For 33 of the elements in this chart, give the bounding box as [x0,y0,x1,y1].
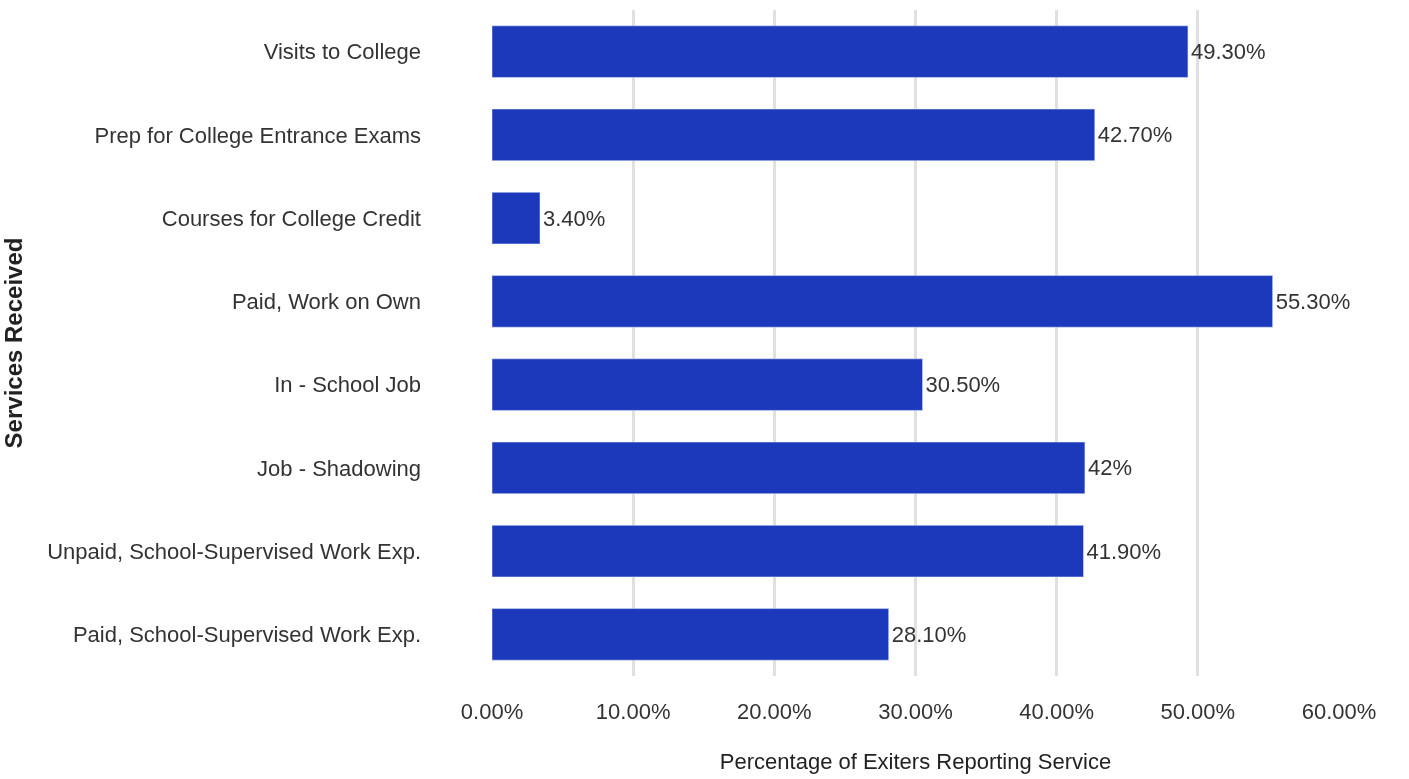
bar [492,608,889,661]
bar [492,192,541,245]
y-tick-label: Unpaid, School-Supervised Work Exp. [47,538,421,564]
x-tick-label: 60.00% [1301,699,1377,724]
data-label: 41.90% [1086,538,1162,564]
x-tick-label: 0.00% [460,699,524,724]
x-axis-title: Percentage of Exiters Reporting Service [719,748,1112,774]
y-tick-label: Prep for College Entrance Exams [94,122,421,148]
bar [492,358,923,411]
data-label: 49.30% [1190,39,1266,65]
data-label: 30.50% [925,372,1001,398]
data-label: 55.30% [1275,288,1351,314]
y-tick-label: Visits to College [263,39,421,65]
y-axis-title: Services Received [0,237,27,449]
x-tick-label: 10.00% [595,699,671,724]
y-tick-label: In - School Job [274,372,421,398]
data-label: 42.70% [1097,122,1173,148]
bar [492,108,1096,161]
x-tick-label: 50.00% [1160,699,1236,724]
y-tick-label: Paid, School-Supervised Work Exp. [72,622,421,648]
y-tick-label: Job - Shadowing [257,455,421,481]
x-tick-label: 30.00% [878,699,953,724]
y-tick-label: Courses for College Credit [161,205,421,231]
data-label: 28.10% [891,621,967,647]
bar [492,441,1086,494]
y-tick-label: Paid, Work on Own [231,289,421,315]
data-label: 42% [1087,455,1132,481]
bar [492,525,1084,578]
x-tick-label: 40.00% [1019,699,1094,724]
bar [492,25,1189,78]
x-tick-label: 20.00% [737,699,812,724]
bar [492,275,1273,328]
data-label: 3.40% [543,205,606,231]
